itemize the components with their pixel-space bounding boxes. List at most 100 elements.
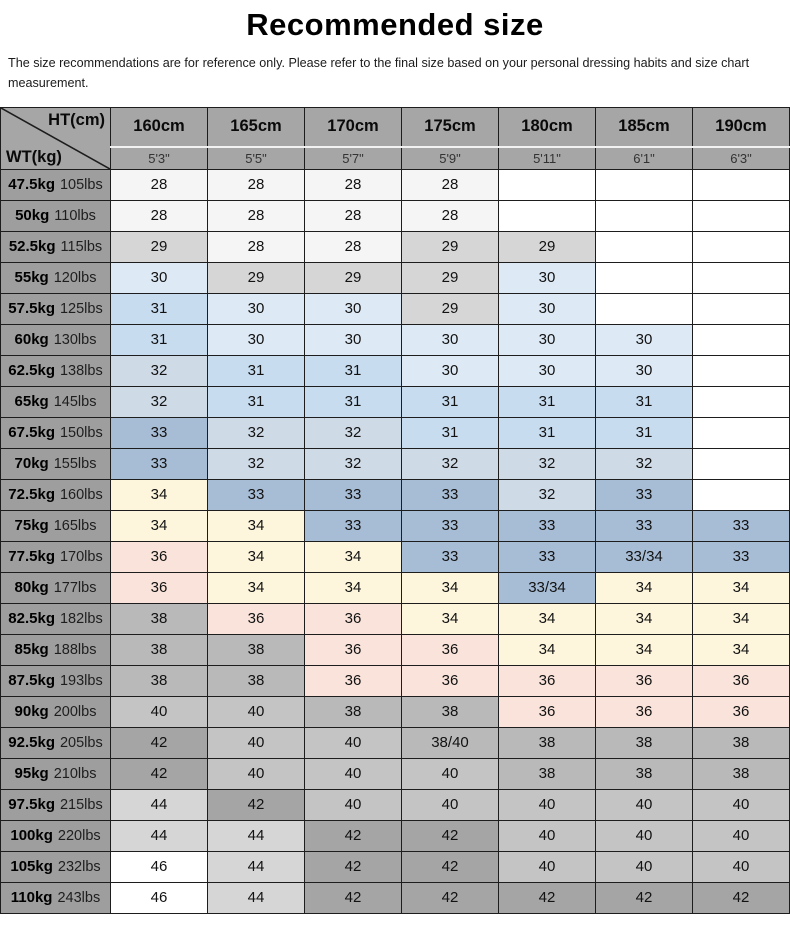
weight-kg: 105kg xyxy=(10,858,53,876)
size-cell: 29 xyxy=(207,261,305,294)
weight-lbs: 165lbs xyxy=(53,518,97,535)
size-cell: 30 xyxy=(498,292,596,325)
size-cell: 32 xyxy=(304,447,402,480)
size-cell: 40 xyxy=(595,850,693,883)
size-cell: 42 xyxy=(304,881,402,914)
size-cell: 40 xyxy=(692,850,790,883)
size-cell: 44 xyxy=(207,850,305,883)
weight-lbs: 150lbs xyxy=(59,425,103,442)
size-cell: 36 xyxy=(595,664,693,697)
size-cell xyxy=(692,230,790,263)
size-cell: 42 xyxy=(304,819,402,852)
weight-lbs: 105lbs xyxy=(59,177,103,194)
weight-lbs: 232lbs xyxy=(57,859,101,876)
size-cell: 31 xyxy=(207,354,305,387)
table-row: 105kg 232lbs 46 44 42 42 40 40 40 xyxy=(0,850,790,883)
weight-label-cell: 55kg 120lbs xyxy=(0,261,111,294)
size-cell: 34 xyxy=(595,633,693,666)
size-cell: 30 xyxy=(304,292,402,325)
weight-lbs: 210lbs xyxy=(53,766,97,783)
weight-lbs: 182lbs xyxy=(59,611,103,628)
size-cell: 33/34 xyxy=(595,540,693,573)
table-row: 77.5kg 170lbs 36 34 34 33 33 33/34 33 xyxy=(0,540,790,573)
table-row: 50kg 110lbs 28 28 28 28 xyxy=(0,199,790,232)
size-cell: 33 xyxy=(595,478,693,511)
size-cell xyxy=(498,168,596,201)
weight-kg: 100kg xyxy=(10,827,53,845)
height-cm-header: 185cm xyxy=(595,106,693,148)
weight-kg: 92.5kg xyxy=(8,734,55,752)
table-row: 100kg 220lbs 44 44 42 42 40 40 40 xyxy=(0,819,790,852)
size-cell: 36 xyxy=(498,695,596,728)
size-cell xyxy=(595,292,693,325)
size-cell: 33 xyxy=(207,478,305,511)
size-cell: 42 xyxy=(595,881,693,914)
size-cell: 31 xyxy=(595,416,693,449)
size-cell: 34 xyxy=(692,571,790,604)
size-cell xyxy=(692,447,790,480)
weight-label-cell: 62.5kg 138lbs xyxy=(0,354,111,387)
weight-label-cell: 90kg 200lbs xyxy=(0,695,111,728)
size-cell xyxy=(692,292,790,325)
weight-kg: 72.5kg xyxy=(8,486,55,504)
weight-label-cell: 110kg 243lbs xyxy=(0,881,111,914)
weight-lbs: 243lbs xyxy=(57,890,101,907)
weight-kg: 75kg xyxy=(14,517,49,535)
size-cell: 29 xyxy=(304,261,402,294)
size-cell: 40 xyxy=(401,788,499,821)
size-cell: 38 xyxy=(401,695,499,728)
size-cell xyxy=(692,199,790,232)
size-cell: 36 xyxy=(498,664,596,697)
size-cell: 32 xyxy=(595,447,693,480)
weight-label-cell: 50kg 110lbs xyxy=(0,199,111,232)
size-cell: 34 xyxy=(304,540,402,573)
size-cell: 40 xyxy=(304,726,402,759)
size-cell: 34 xyxy=(401,571,499,604)
weight-label-cell: 92.5kg 205lbs xyxy=(0,726,111,759)
size-cell: 31 xyxy=(207,385,305,418)
size-cell: 36 xyxy=(401,664,499,697)
size-cell: 32 xyxy=(401,447,499,480)
weight-lbs: 170lbs xyxy=(59,549,103,566)
weight-label-cell: 65kg 145lbs xyxy=(0,385,111,418)
table-row: 85kg 188lbs 38 38 36 36 34 34 34 xyxy=(0,633,790,666)
weight-label-cell: 80kg 177lbs xyxy=(0,571,111,604)
weight-label-cell: 85kg 188lbs xyxy=(0,633,111,666)
table-row: 52.5kg 115lbs 29 28 28 29 29 xyxy=(0,230,790,263)
size-cell: 34 xyxy=(207,571,305,604)
height-cm-header: 165cm xyxy=(207,106,305,148)
size-cell: 32 xyxy=(207,447,305,480)
height-cm-header: 190cm xyxy=(692,106,790,148)
table-row: 57.5kg 125lbs 31 30 30 29 30 xyxy=(0,292,790,325)
size-cell: 28 xyxy=(401,168,499,201)
height-cm-header: 180cm xyxy=(498,106,596,148)
table-row: 70kg 155lbs 33 32 32 32 32 32 xyxy=(0,447,790,480)
table-row: 97.5kg 215lbs 44 42 40 40 40 40 40 xyxy=(0,788,790,821)
size-cell xyxy=(692,323,790,356)
weight-kg: 110kg xyxy=(10,889,53,907)
height-ft-header: 5'11" xyxy=(498,145,596,170)
size-cell: 38/40 xyxy=(401,726,499,759)
size-cell: 38 xyxy=(110,664,208,697)
size-cell: 36 xyxy=(692,664,790,697)
size-cell: 38 xyxy=(692,726,790,759)
weight-kg: 97.5kg xyxy=(8,796,55,814)
size-cell: 38 xyxy=(304,695,402,728)
size-cell: 44 xyxy=(110,819,208,852)
height-ft-header: 5'7" xyxy=(304,145,402,170)
size-cell: 28 xyxy=(110,199,208,232)
size-cell xyxy=(692,261,790,294)
table-row: 55kg 120lbs 30 29 29 29 30 xyxy=(0,261,790,294)
size-cell: 34 xyxy=(498,633,596,666)
size-cell: 40 xyxy=(498,819,596,852)
weight-kg: 77.5kg xyxy=(8,548,55,566)
size-cell: 30 xyxy=(207,292,305,325)
size-cell: 42 xyxy=(110,757,208,790)
weight-kg: 80kg xyxy=(14,579,49,597)
size-cell: 36 xyxy=(304,664,402,697)
size-cell: 44 xyxy=(207,881,305,914)
table-row: 62.5kg 138lbs 32 31 31 30 30 30 xyxy=(0,354,790,387)
weight-label-cell: 47.5kg 105lbs xyxy=(0,168,111,201)
size-cell: 30 xyxy=(304,323,402,356)
size-cell: 33 xyxy=(401,478,499,511)
